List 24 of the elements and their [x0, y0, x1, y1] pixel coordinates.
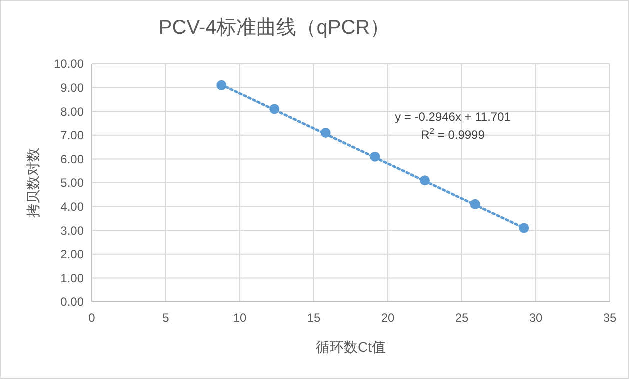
y-tick-label: 4.00: [60, 200, 84, 214]
y-tick-label: 1.00: [60, 271, 84, 286]
annotation: R$^{2}$ = 0.9999: [421, 126, 486, 142]
x-tick-label: 35: [603, 311, 617, 325]
y-tick-label: 0.00: [60, 295, 84, 310]
x-tick-label: 20: [381, 311, 395, 325]
x-axis-title: 循环数Ct值: [316, 339, 386, 355]
y-tick-label: 3.00: [60, 224, 84, 238]
chart-title: PCV-4标准曲线（qPCR）: [158, 17, 390, 39]
annotation: y = -0.2946x + 11.701: [395, 110, 512, 124]
y-axis-title: 拷贝数对数: [25, 148, 41, 218]
y-tick-label: 5.00: [60, 176, 84, 190]
y-tick-label: 8.00: [60, 104, 84, 119]
x-tick-label: 5: [162, 311, 170, 325]
x-tick-label: 0: [88, 311, 96, 325]
y-tick-label: 10.00: [54, 57, 84, 72]
y-tick-label: 6.00: [60, 152, 84, 166]
y-tick-label: 2.00: [60, 248, 84, 262]
y-tick-label: 9.00: [60, 81, 84, 95]
x-tick-label: 25: [455, 311, 469, 325]
y-tick-label: 7.00: [60, 128, 84, 143]
x-tick-label: 30: [529, 311, 543, 325]
x-tick-label: 15: [307, 311, 321, 325]
x-tick-label: 10: [233, 311, 247, 325]
